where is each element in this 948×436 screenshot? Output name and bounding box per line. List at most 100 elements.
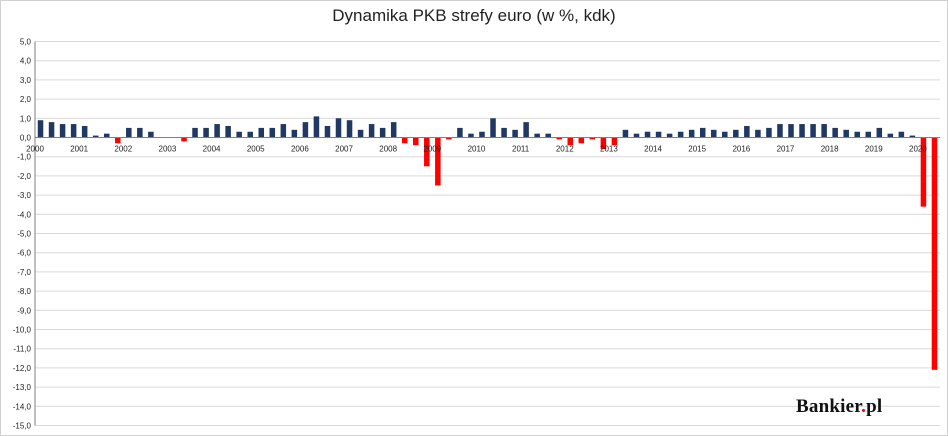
bar-2007Q2 [357,129,364,138]
bar-2000Q2 [48,122,55,138]
y-tick-label: -4,0 [17,210,31,219]
bar-2016Q4 [777,124,783,138]
bar-2005Q1 [258,127,265,138]
y-tick-label: 2,0 [20,95,32,104]
bar-2012Q4 [600,137,607,150]
bar-2018Q3 [854,131,860,138]
bar-2004Q1 [214,124,220,138]
y-tick-label: 4,0 [20,57,32,66]
bar-2011Q2 [534,133,540,138]
bar-2018Q1 [832,127,838,138]
x-tick-label: 2014 [644,145,662,154]
bar-2011Q3 [545,133,551,138]
bar-2001Q3 [103,133,110,138]
x-tick-label: 2002 [114,145,132,154]
bar-2020Q1 [920,137,927,207]
bankier-logo: Bankier.pl [796,396,882,418]
bar-2001Q1 [81,125,88,138]
bar-2000Q4 [70,124,77,138]
bar-2008Q3 [413,137,419,146]
x-tick-label: 2009 [423,145,441,154]
bar-2006Q1 [302,122,309,138]
bar-2003Q4 [203,127,209,138]
x-tick-label: 2012 [556,145,574,154]
bar-2016Q3 [766,127,772,138]
bar-2014Q2 [666,133,673,138]
bar-2011Q4 [556,137,562,140]
x-tick-label: 2015 [688,145,706,154]
bar-2019Q2 [887,133,894,138]
x-tick-label: 2001 [70,145,88,154]
y-tick-label: -15,0 [13,422,32,431]
bar-2007Q1 [346,120,353,138]
x-axis-year-labels: 2000 2001 2002 2003 2004 2005 2006 2007 2008 2009… [26,145,927,154]
x-tick-label: 2019 [865,145,883,154]
bar-2007Q3 [368,124,375,138]
bar-2008Q2 [401,137,408,144]
bar-2015Q3 [722,131,728,138]
bar-2002Q3 [148,131,154,138]
bar-2012Q2 [578,137,585,144]
x-tick-label: 2010 [468,145,486,154]
y-tick-label: 3,0 [20,76,32,85]
bar-2004Q3 [236,131,242,138]
bar-2020Q2 [931,137,938,370]
y-tick-label: -14,0 [13,402,32,411]
y-tick-label: 1,0 [20,114,32,123]
bar-2013Q4 [644,131,651,138]
bar-2000Q1 [37,120,44,138]
bar-2017Q4 [821,124,827,138]
y-tick-label: 5,0 [20,38,32,47]
brand-dot: . [861,396,867,417]
bar-2019Q3 [898,131,905,138]
y-tick-label: -7,0 [17,268,31,277]
y-tick-label: 0,0 [20,134,32,143]
chart-title: Dynamika PKB strefy euro (w %, kdk) [332,6,616,25]
bar-2015Q2 [710,129,717,138]
x-tick-label: 2016 [732,145,750,154]
bar-2000Q3 [59,124,66,138]
bar-2004Q4 [247,131,253,138]
y-tick-label: -9,0 [17,306,31,315]
brand-suffix: pl [866,396,883,417]
bar-2015Q1 [699,127,706,138]
bar-2003Q2 [181,137,187,142]
bar-2005Q3 [280,124,287,138]
bar-2019Q4 [909,135,916,138]
bar-2018Q4 [865,131,872,138]
bar-2015Q4 [733,129,739,138]
x-tick-label: 2008 [379,145,397,154]
bar-2011Q1 [523,122,529,138]
bar-2008Q1 [390,122,397,138]
bar-2006Q4 [335,118,342,138]
bar-2006Q2 [313,116,320,138]
y-tick-label: -3,0 [17,191,31,200]
y-tick-label: -13,0 [13,383,32,392]
bar-2019Q1 [876,127,883,138]
y-axis-ticks: 5,0 4,0 3,0 2,0 1,0 0,0 -1,0 -2,0 -3,0 -4,0 -5,0 -6… [13,38,32,431]
bar-2013Q1 [611,137,618,146]
x-tick-label: 2000 [26,145,44,154]
bar-2013Q2 [622,129,629,138]
x-tick-label: 2013 [600,145,618,154]
gridlines [35,41,940,426]
y-tick-label: -1,0 [17,153,31,162]
bar-2012Q3 [589,137,596,140]
bar-2007Q4 [379,127,386,138]
bar-2017Q3 [810,124,816,138]
bar-2010Q4 [512,129,518,138]
bar-2013Q3 [633,133,640,138]
bar-2009Q1 [435,137,441,186]
bar-2017Q2 [799,124,805,138]
bar-2001Q2 [92,135,99,138]
x-tick-label: 2018 [821,145,839,154]
bar-2012Q1 [567,137,574,146]
x-tick-label: 2005 [247,145,265,154]
bar-2018Q2 [843,129,849,138]
bar-2006Q3 [324,125,331,138]
x-tick-label: 2006 [291,145,309,154]
bar-2005Q2 [269,127,276,138]
bar-2003Q3 [192,127,198,138]
x-tick-label: 2011 [512,145,530,154]
